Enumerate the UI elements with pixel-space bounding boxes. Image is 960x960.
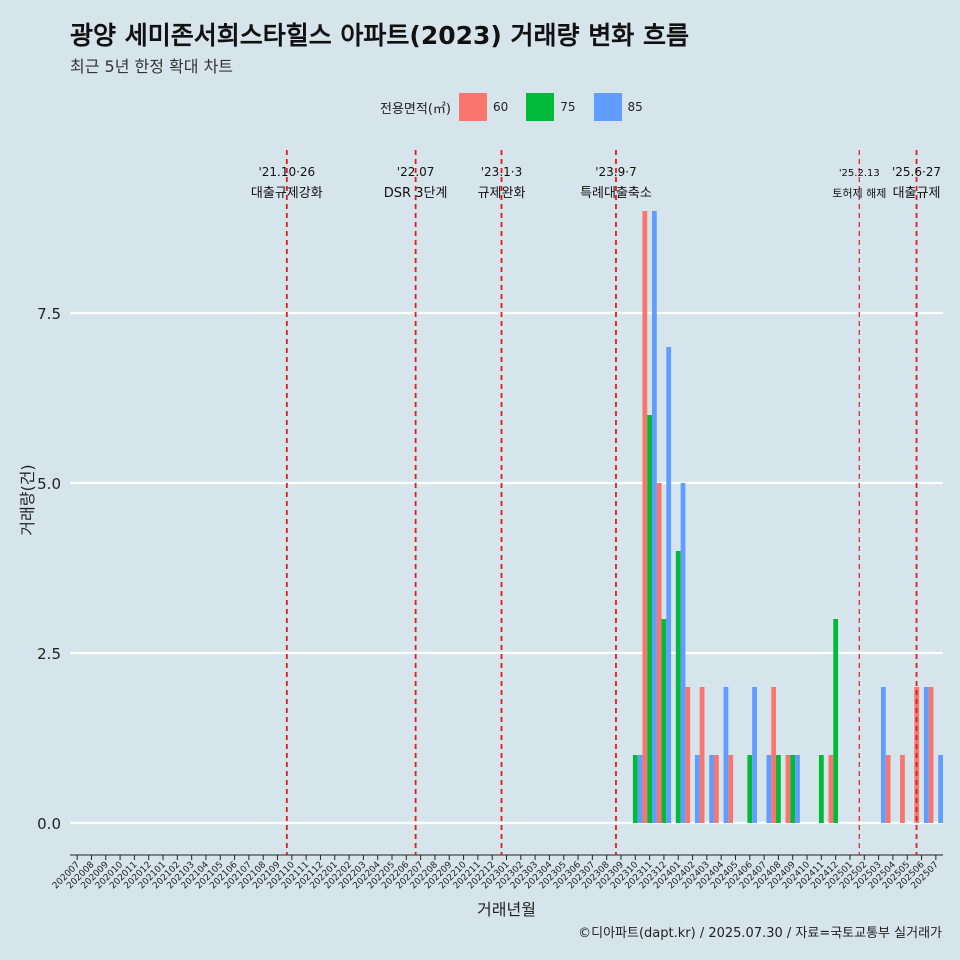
bar-60-202505 [900, 755, 905, 823]
bar-85-202312 [666, 347, 672, 823]
bar-75-202412 [833, 619, 839, 823]
bar-60-202404 [714, 755, 719, 823]
bar-60-202405 [728, 755, 734, 823]
bar-85-202503 [880, 687, 886, 823]
annotation-label: 대출규제강화 [251, 186, 323, 201]
bar-85-202310 [637, 755, 643, 823]
bar-85-202402 [694, 755, 700, 823]
bar-75-202406 [747, 755, 753, 823]
legend-title: 전용면적(㎡) [380, 101, 451, 117]
legend-key-75 [526, 93, 555, 121]
chart-subtitle: 최근 5년 한정 확대 차트 [70, 57, 234, 76]
chart-title: 광양 세미존서희스타힐스 아파트(2023) 거래량 변화 흐름 [70, 21, 689, 50]
bar-60-202403 [699, 687, 705, 823]
legend-key-85 [593, 93, 622, 121]
y-tick-label: 5.0 [37, 475, 61, 493]
bar-75-202310 [632, 755, 638, 823]
bar-85-202407 [766, 755, 772, 823]
source-caption: ©디아파트(dapt.kr) / 2025.07.30 / 자료=국토교통부 실… [578, 926, 942, 941]
bar-75-202411 [818, 755, 824, 823]
bar-60-202507 [928, 687, 934, 823]
bar-75-202409 [790, 755, 796, 823]
annotation-date: '23.1·3 [481, 165, 522, 179]
bar-85-202403 [709, 755, 715, 823]
annotation-label: 토허제 해제 [832, 186, 886, 200]
y-tick-label: 7.5 [37, 305, 61, 323]
annotation-label: 대출규제 [893, 186, 941, 201]
annotation-date: '21.10·26 [258, 165, 315, 179]
legend-label-85: 85 [627, 100, 643, 114]
bar-85-202409 [795, 755, 800, 823]
annotation-date: '25.6·27 [892, 165, 941, 179]
bar-60-202311 [642, 211, 648, 823]
bar-85-202401 [680, 483, 686, 823]
bar-85-202406 [752, 687, 757, 823]
y-axis-title: 거래량(건) [18, 464, 37, 535]
annotation-label: 특례대출축소 [580, 186, 652, 201]
annotation-label: DSR 3단계 [384, 186, 448, 201]
bar-75-202401 [675, 551, 681, 823]
annotation-date: '23.9·7 [595, 165, 636, 179]
bar-85-202311 [652, 211, 657, 823]
annotation-date: '22.07 [397, 165, 435, 179]
legend: 전용면적(㎡) 60 75 85 [380, 92, 661, 122]
bar-60-202408 [771, 687, 777, 823]
bar-60-202412 [828, 755, 834, 823]
bar-60-202402 [685, 687, 691, 823]
y-tick-label: 0.0 [37, 815, 61, 833]
bar-85-202506 [923, 687, 929, 823]
bar-60-202312 [656, 483, 662, 823]
bar-75-202311 [647, 415, 652, 823]
bar-60-202504 [885, 755, 891, 823]
legend-key-60 [458, 93, 487, 121]
x-axis-title: 거래년월 [477, 900, 536, 919]
bar-75-202312 [661, 619, 667, 823]
bar-85-202507 [938, 755, 943, 823]
bar-75-202408 [776, 755, 781, 823]
bar-85-202404 [723, 687, 729, 823]
annotation-date: '25.2.13 [839, 168, 880, 179]
annotation-label: 규제완화 [478, 186, 526, 201]
legend-label-60: 60 [492, 100, 509, 114]
bar-60-202409 [785, 755, 791, 823]
legend-label-75: 75 [560, 100, 576, 114]
y-tick-label: 2.5 [37, 645, 61, 663]
